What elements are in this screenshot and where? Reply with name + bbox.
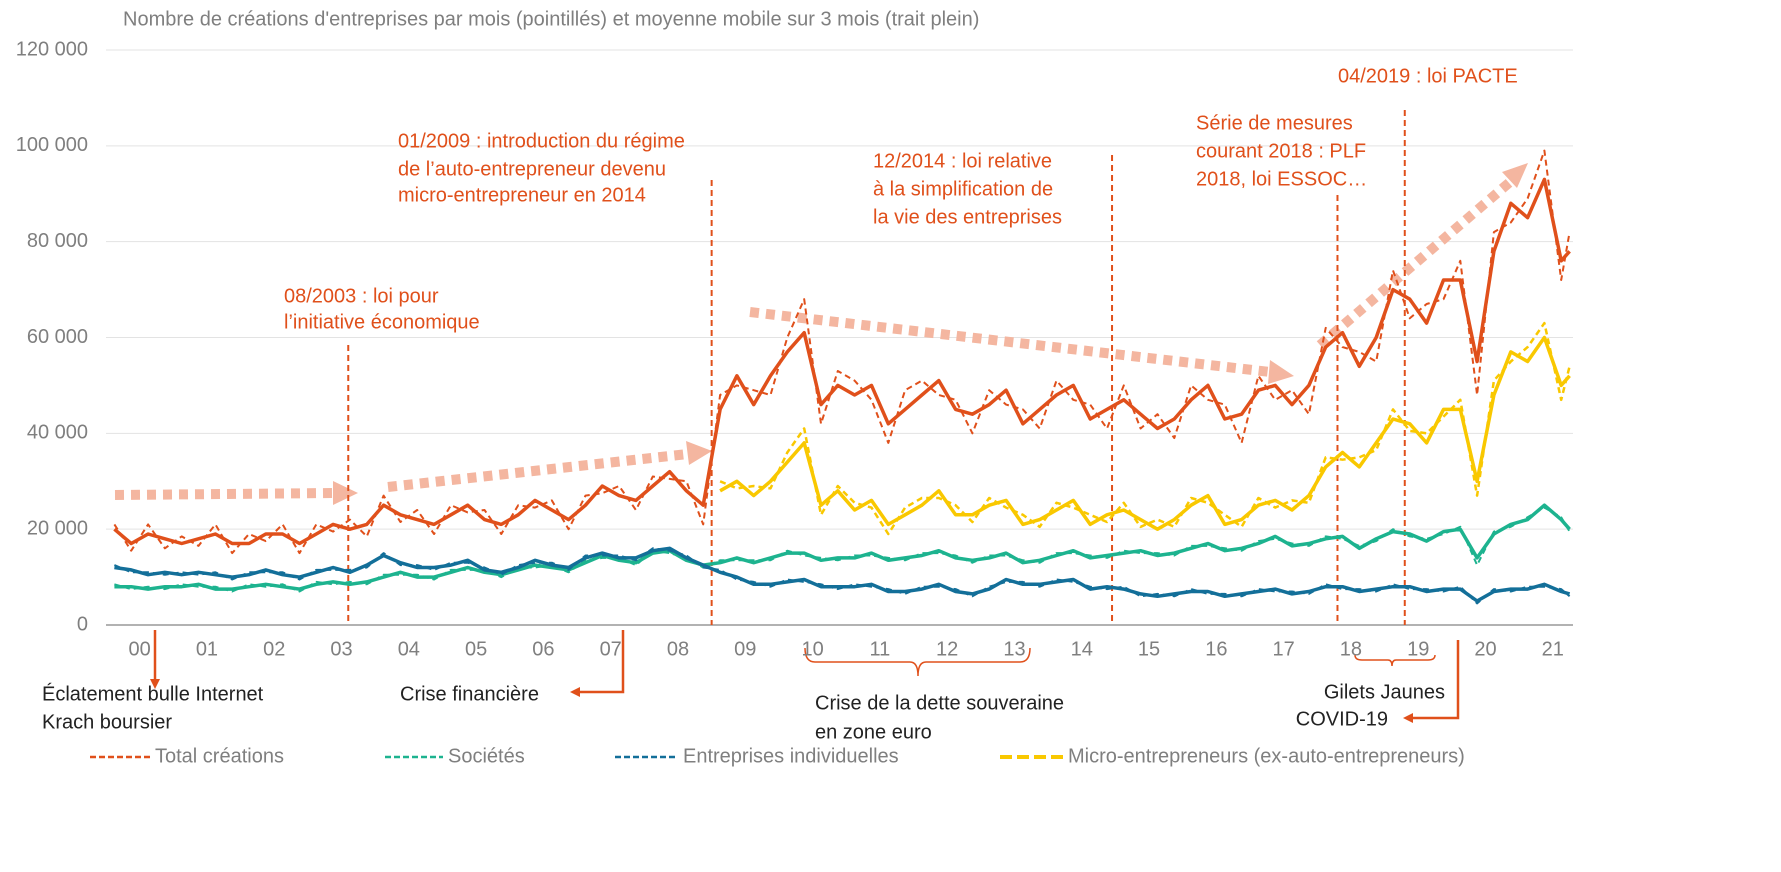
x-tick-label: 04 (398, 638, 420, 660)
moving-average-line (113, 177, 1571, 546)
arrow-head (686, 441, 712, 465)
y-tick-label: 20 000 (27, 517, 88, 539)
x-tick-label: 11 (869, 638, 890, 660)
moving-average-line (719, 335, 1571, 531)
y-tick-label: 60 000 (27, 326, 88, 348)
annotation: 08/2003 : loi pour (284, 285, 439, 307)
moving-average-line (114, 503, 1571, 591)
chart-title: Nombre de créations d'entreprises par mo… (123, 8, 979, 30)
event-arrows (150, 630, 1460, 723)
annotation: 2018, loi ESSOC… (1196, 168, 1367, 190)
annotation: 04/2019 : loi PACTE (1338, 65, 1518, 87)
annotation: Série de mesures (1196, 112, 1353, 134)
legend-label: Entreprises individuelles (683, 745, 899, 767)
trend-arrow (1316, 178, 1514, 349)
event-label: Gilets Jaunes (1324, 681, 1445, 703)
x-tick-label: 14 (1071, 638, 1093, 660)
arrow-head (1268, 360, 1294, 384)
event-arrow (1403, 640, 1460, 723)
brace (1354, 654, 1436, 667)
x-tick-label: 06 (532, 638, 554, 660)
event-label: COVID-19 (1296, 708, 1388, 730)
x-tick-label: 05 (465, 638, 487, 660)
monthly-line (113, 149, 1571, 555)
annotation: la vie des entreprises (873, 206, 1062, 228)
trend-arrows (114, 163, 1528, 505)
annotation: à la simplification de (873, 178, 1053, 200)
x-tick-label: 18 (1340, 638, 1362, 660)
x-tick-label: 16 (1205, 638, 1227, 660)
legend-label: Total créations (155, 745, 284, 767)
x-tick-label: 10 (801, 638, 823, 660)
x-tick-label: 03 (330, 638, 352, 660)
event-label: Crise de la dette souveraine (815, 692, 1064, 714)
x-tick-label: 01 (196, 638, 218, 660)
trend-arrow (114, 488, 336, 500)
annotation: 01/2009 : introduction du régime (398, 130, 685, 152)
x-tick-label: 20 (1474, 638, 1496, 660)
y-tick-label: 40 000 (27, 422, 88, 444)
trend-arrow (387, 449, 689, 492)
x-tick-label: 09 (734, 638, 756, 660)
y-tick-label: 80 000 (27, 230, 88, 252)
event-label: Crise financière (400, 683, 539, 705)
y-tick-label: 100 000 (16, 134, 88, 156)
legend-label: Sociétés (448, 745, 525, 767)
event-label: Éclatement bulle Internet (42, 682, 264, 705)
y-tick-label: 120 000 (16, 38, 88, 60)
moving-average-line (114, 546, 1571, 603)
brace (804, 647, 1031, 677)
x-tick-label: 12 (936, 638, 958, 660)
x-tick-label: 19 (1407, 638, 1429, 660)
trend-arrow (749, 307, 1271, 377)
annotation: micro-entrepreneur en 2014 (398, 184, 646, 206)
x-tick-label: 02 (263, 638, 285, 660)
legend-label: Micro-entrepreneurs (ex-auto-entrepreneu… (1068, 745, 1465, 767)
y-tick-label: 0 (77, 613, 88, 635)
annotation: l’initiative économique (284, 311, 480, 333)
arrow-head (1502, 163, 1528, 188)
x-tick-label: 17 (1273, 638, 1295, 660)
x-tick-label: 08 (667, 638, 689, 660)
x-tick-label: 15 (1138, 638, 1160, 660)
x-tick-label: 00 (129, 638, 151, 660)
annotation: de l’auto-entrepreneur devenu (398, 158, 666, 180)
x-tick-label: 21 (1542, 638, 1564, 660)
x-tick-label: 07 (600, 638, 622, 660)
annotation: 12/2014 : loi relative (873, 150, 1052, 172)
event-label: en zone euro (815, 721, 932, 743)
event-arrow (570, 630, 625, 697)
arrow-head (333, 481, 358, 505)
event-label: Krach boursier (42, 711, 172, 733)
monthly-line (114, 506, 1571, 593)
x-tick-label: 13 (1003, 638, 1025, 660)
annotation: courant 2018 : PLF (1196, 140, 1366, 162)
